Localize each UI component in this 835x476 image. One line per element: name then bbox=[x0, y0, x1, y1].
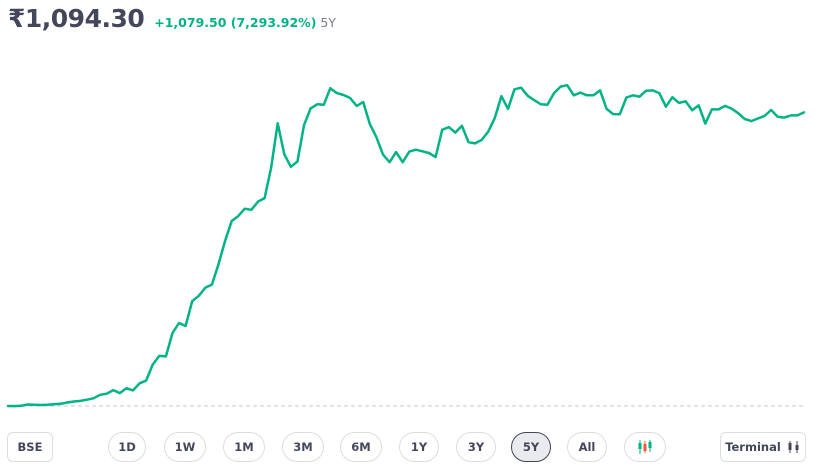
chart-type-button[interactable] bbox=[624, 432, 666, 462]
range-label: 1M bbox=[234, 440, 254, 454]
exchange-button[interactable]: BSE bbox=[7, 432, 53, 462]
candle-body bbox=[795, 445, 799, 450]
range-label: 5Y bbox=[522, 440, 540, 454]
range-label: 3Y bbox=[467, 440, 485, 454]
candle-body bbox=[638, 443, 642, 449]
terminal-label: Terminal bbox=[725, 440, 781, 454]
price-change: +1,079.50 (7,293.92%) bbox=[154, 15, 317, 30]
exchange-label: BSE bbox=[17, 440, 43, 454]
period-label: 5Y bbox=[320, 15, 336, 30]
range-all-button[interactable]: All bbox=[567, 432, 607, 462]
candlestick-icon bbox=[638, 440, 652, 454]
candle-body bbox=[648, 442, 652, 448]
candle-body bbox=[788, 443, 792, 450]
range-label: 1Y bbox=[410, 440, 428, 454]
range-1m-button[interactable]: 1M bbox=[223, 432, 265, 462]
price-chart[interactable] bbox=[0, 70, 835, 420]
chart-controls: BSE 1D 1W 1M 3M 6M 1Y 3Y 5Y All Terminal bbox=[0, 432, 835, 468]
range-label: 1D bbox=[118, 440, 136, 454]
range-1y-button[interactable]: 1Y bbox=[399, 432, 439, 462]
range-3y-button[interactable]: 3Y bbox=[456, 432, 496, 462]
candle-body bbox=[643, 444, 647, 451]
price-line bbox=[6, 83, 806, 408]
terminal-button[interactable]: Terminal bbox=[720, 432, 806, 462]
range-label: 1W bbox=[174, 440, 196, 454]
range-1d-button[interactable]: 1D bbox=[108, 432, 146, 462]
price-header: ₹1,094.30 +1,079.50 (7,293.92%) 5Y bbox=[8, 4, 336, 33]
range-6m-button[interactable]: 6M bbox=[340, 432, 382, 462]
range-3m-button[interactable]: 3M bbox=[282, 432, 324, 462]
range-label: All bbox=[578, 440, 596, 454]
candlestick-icon bbox=[788, 441, 799, 453]
range-label: 6M bbox=[351, 440, 371, 454]
range-5y-button[interactable]: 5Y bbox=[511, 432, 551, 462]
range-1w-button[interactable]: 1W bbox=[164, 432, 206, 462]
range-label: 3M bbox=[293, 440, 313, 454]
current-price: ₹1,094.30 bbox=[8, 4, 145, 33]
